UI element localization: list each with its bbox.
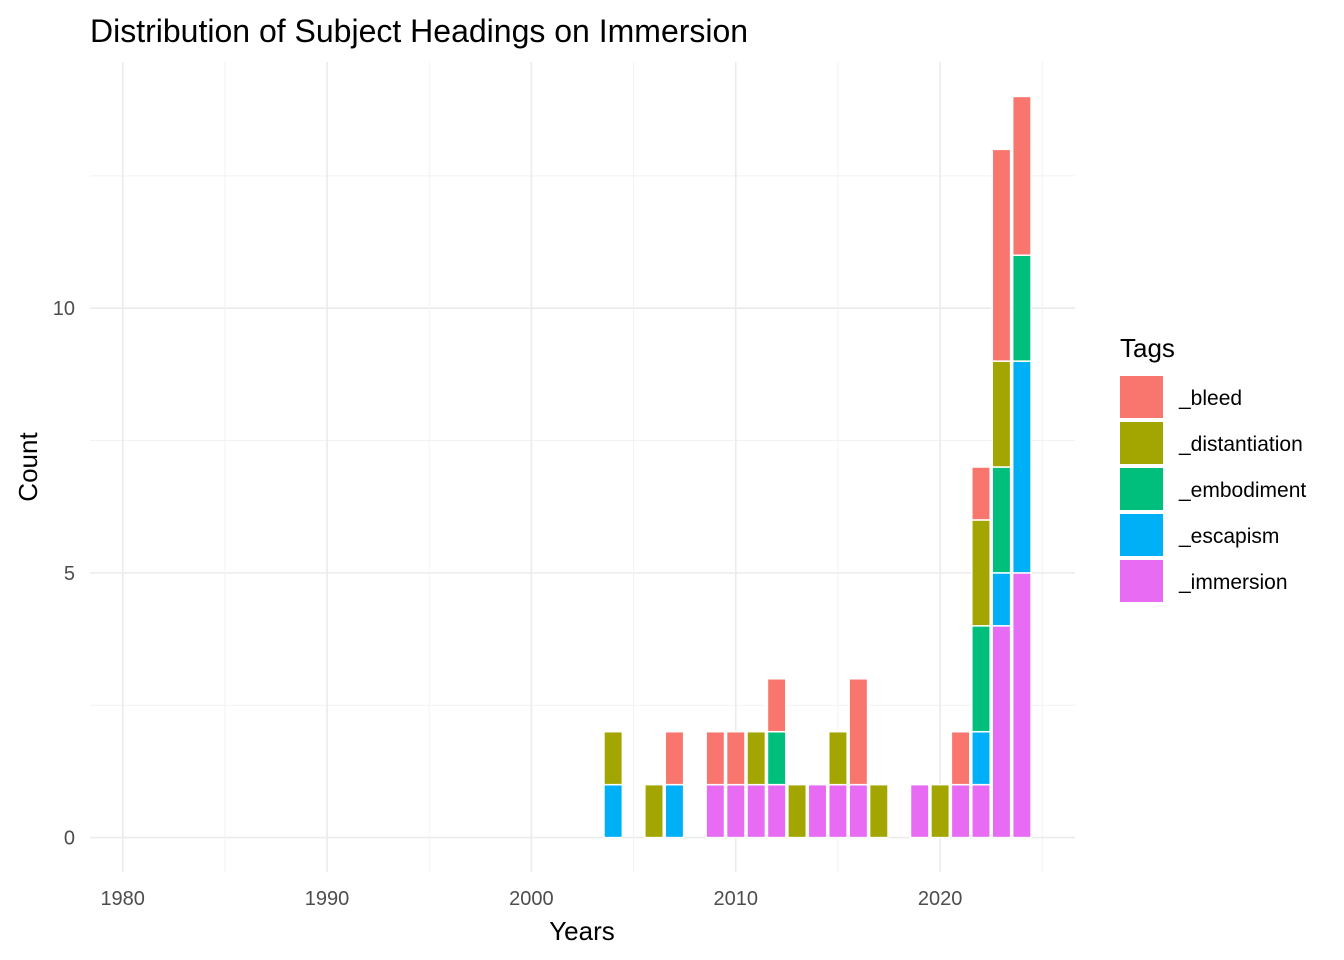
bar-segment <box>909 783 930 839</box>
bar-segment <box>971 519 991 627</box>
bars <box>603 95 1032 839</box>
bar-segment <box>705 783 726 839</box>
legend-swatch <box>1120 560 1163 602</box>
x-tick-label: 2000 <box>509 888 554 910</box>
chart-title: Distribution of Subject Headings on Imme… <box>90 13 748 49</box>
x-tick-label: 2010 <box>714 888 759 910</box>
x-tick-label: 1980 <box>100 888 145 910</box>
bar-segment <box>971 783 991 839</box>
bar-segment <box>828 730 848 786</box>
y-axis-title: Count <box>13 432 43 502</box>
bar-segment <box>1011 360 1032 574</box>
bar-segment <box>991 466 1012 574</box>
grid <box>90 62 1075 872</box>
bar-segment <box>971 625 991 733</box>
legend-swatch <box>1120 422 1163 464</box>
bar-segment <box>1011 254 1032 362</box>
bar-segment <box>1011 572 1032 839</box>
bar-segment <box>644 783 664 839</box>
bar-segment <box>971 466 991 521</box>
legend-label: _distantiation <box>1178 433 1303 456</box>
bar-segment <box>705 730 726 786</box>
x-tick-label: 1990 <box>305 888 350 910</box>
legend-swatch <box>1120 514 1163 556</box>
legend-label: _escapism <box>1178 525 1279 548</box>
y-tick-label: 0 <box>64 828 75 850</box>
bar-segment <box>848 678 869 786</box>
y-axis-ticks: 0 5 10 <box>53 298 75 849</box>
bar-segment <box>746 730 767 786</box>
bar-segment <box>725 730 746 786</box>
bar-segment <box>848 783 869 839</box>
legend-label: _immersion <box>1178 571 1288 594</box>
bar-segment <box>807 783 828 839</box>
bar-segment <box>950 730 971 786</box>
legend-swatch <box>1120 468 1163 510</box>
bar-segment <box>766 678 787 733</box>
x-axis-title: Years <box>549 916 615 946</box>
y-tick-label: 10 <box>53 298 75 320</box>
bar-segment <box>991 572 1012 627</box>
bar-segment <box>664 730 685 786</box>
legend: Tags _bleed _distantiation _embodiment _esc… <box>1120 333 1306 602</box>
bar-segment <box>991 625 1012 839</box>
bar-segment <box>991 360 1012 468</box>
legend-label: _embodiment <box>1178 479 1306 502</box>
bar-segment <box>930 783 951 839</box>
x-axis-ticks: 1980 1990 2000 2010 2020 <box>100 888 962 910</box>
y-tick-label: 5 <box>64 563 75 585</box>
bar-segment <box>664 783 685 839</box>
bar-segment <box>746 783 767 839</box>
bar-segment <box>725 783 746 839</box>
legend-label: _bleed <box>1178 387 1242 410</box>
bar-segment <box>950 783 971 839</box>
bar-segment <box>868 783 889 839</box>
bar-segment <box>1011 95 1032 256</box>
x-tick-label: 2020 <box>918 888 963 910</box>
bar-segment <box>766 730 787 786</box>
bar-segment <box>603 783 624 839</box>
bar-segment <box>787 783 808 839</box>
bar-segment <box>991 148 1012 362</box>
legend-title: Tags <box>1120 333 1175 363</box>
bar-segment <box>971 730 991 786</box>
legend-swatch <box>1120 376 1163 418</box>
bar-segment <box>828 783 848 839</box>
bar-segment <box>603 730 624 786</box>
bar-segment <box>766 783 787 839</box>
